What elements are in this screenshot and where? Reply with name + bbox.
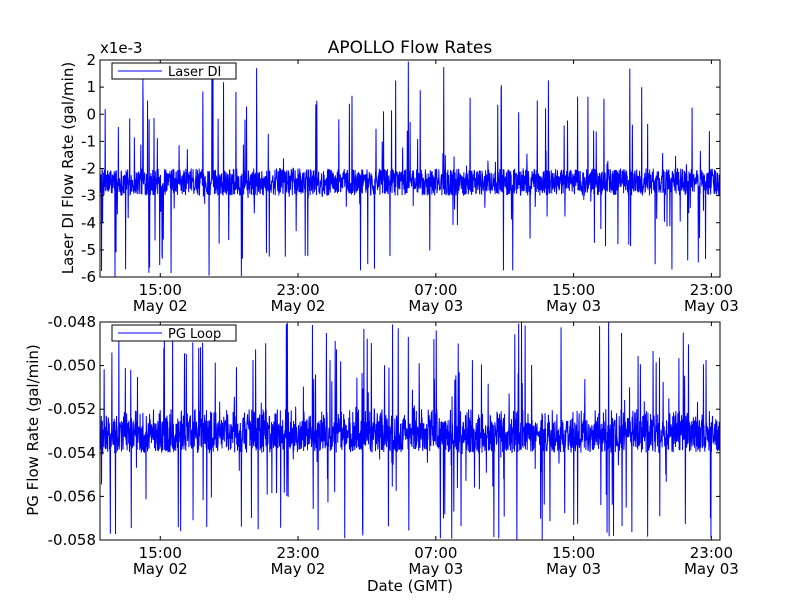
x-tick-time-label: 15:00 [139, 544, 182, 562]
x-tick-date-label: May 03 [408, 297, 463, 315]
x-tick-date-label: May 03 [546, 297, 601, 315]
y-tick-label: -0.054 [48, 444, 96, 462]
legend-label: Laser DI [168, 65, 221, 80]
legend: PG Loop [111, 324, 237, 342]
y-tick-label: -5 [81, 241, 96, 259]
y-tick-label: -3 [81, 187, 96, 205]
y-tick-label: 1 [86, 78, 96, 96]
y-tick-label: -0.048 [48, 313, 96, 331]
series-line-0 [100, 61, 720, 277]
x-tick-date-label: May 03 [546, 560, 601, 578]
y-tick-label: -0.058 [48, 531, 96, 549]
chart-title: APOLLO Flow Rates [328, 38, 493, 58]
legend-label: PG Loop [168, 327, 221, 342]
x-tick-date-label: May 02 [133, 297, 188, 315]
y-tick-label: 0 [86, 105, 96, 123]
y-tick-label: -4 [81, 214, 96, 232]
x-tick-date-label: May 02 [271, 560, 326, 578]
x-tick-time-label: 23:00 [690, 281, 733, 299]
x-tick-time-label: 23:00 [690, 544, 733, 562]
x-tick-time-label: 07:00 [414, 544, 457, 562]
y-tick-label: -0.056 [48, 487, 96, 505]
y-tick-label: -0.050 [48, 357, 96, 375]
x-tick-date-label: May 03 [684, 297, 739, 315]
y-tick-label: -1 [81, 132, 96, 150]
x-tick-date-label: May 02 [271, 297, 326, 315]
x-tick-date-label: May 03 [408, 560, 463, 578]
plot-pg-loop: -0.048 -0.050 -0.052 -0.054 -0.056 -0.058 15:0… [48, 313, 739, 578]
y-axis-label-pg: PG Flow Rate (gal/min) [24, 344, 42, 516]
axes-frame [99, 321, 721, 541]
series-line-1 [100, 322, 720, 540]
y-tick-label: -2 [81, 160, 96, 178]
x-tick-time-label: 07:00 [414, 281, 457, 299]
x-tick-time-label: 15:00 [139, 281, 182, 299]
x-tick-time-label: 15:00 [552, 281, 595, 299]
y-offset-label: x1e-3 [100, 39, 143, 57]
x-axis-label: Date (GMT) [367, 577, 453, 595]
x-tick-time-label: 15:00 [552, 544, 595, 562]
y-tick-label: -6 [81, 268, 96, 286]
legend: Laser DI [111, 62, 237, 80]
x-tick-time-label: 23:00 [276, 281, 319, 299]
x-tick-date-label: May 02 [133, 560, 188, 578]
y-tick-label: 2 [86, 51, 96, 69]
y-axis-label-laser-di: Laser DI Flow Rate (gal/min) [59, 62, 77, 274]
x-tick-date-label: May 03 [684, 560, 739, 578]
y-tick-label: -0.052 [48, 400, 96, 418]
x-tick-time-label: 23:00 [276, 544, 319, 562]
